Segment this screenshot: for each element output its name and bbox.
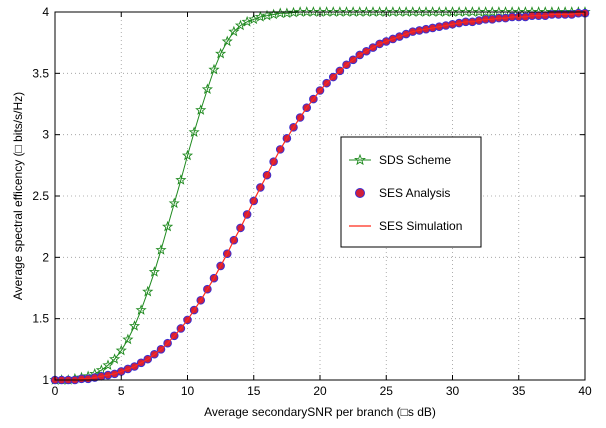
axis-ticks: 0 5 10 15 20 25 30 35 40 1 1.5 2 2.5 3 3.5 4 (32, 5, 592, 398)
data-point-star (175, 174, 187, 185)
data-point-star (155, 244, 167, 255)
legend: SDS Scheme SES Analysis SES Simulation (340, 136, 482, 248)
x-tick-label: 35 (512, 384, 526, 398)
x-tick-label: 25 (380, 384, 394, 398)
data-point-star (195, 104, 207, 115)
legend-swatch-star (354, 153, 366, 166)
grid-lines (55, 12, 585, 380)
series-line (55, 12, 585, 381)
data-point-star (109, 353, 121, 364)
data-point-star (208, 63, 220, 75)
legend-label: SES Simulation (379, 219, 462, 233)
y-axis-label: Average spectral efficency (□ bits/s/Hz) (11, 92, 25, 300)
y-tick-label: 2 (42, 250, 49, 264)
x-tick-label: 40 (578, 384, 592, 398)
series-ses-simulation (55, 12, 585, 381)
y-tick-label: 1 (42, 373, 49, 387)
series-layer (49, 6, 591, 385)
x-tick-label: 0 (52, 384, 59, 398)
data-point-star (215, 47, 227, 59)
data-point-star (188, 126, 200, 137)
data-point-star (142, 285, 154, 297)
data-point-star (248, 13, 260, 25)
x-tick-label: 20 (313, 384, 327, 398)
data-point-star (128, 320, 141, 331)
y-tick-label: 3 (42, 128, 49, 142)
data-point-star (122, 333, 134, 345)
data-point-star (201, 83, 213, 95)
data-point-star (135, 304, 147, 315)
legend-swatch-circle (355, 188, 365, 198)
x-tick-label: 10 (181, 384, 195, 398)
data-point-star (181, 149, 194, 161)
x-axis-label: Average secondarySNR per branch (□s dB) (204, 405, 436, 419)
data-point-star (162, 220, 174, 232)
data-point-star (148, 266, 160, 277)
legend-label: SDS Scheme (379, 153, 451, 167)
legend-label: SES Analysis (379, 186, 450, 200)
x-tick-label: 5 (118, 384, 125, 398)
y-tick-label: 3.5 (32, 66, 49, 80)
y-tick-label: 1.5 (32, 312, 49, 326)
x-tick-label: 15 (247, 384, 261, 398)
data-point-star (168, 197, 180, 209)
data-point-star (115, 344, 127, 356)
y-tick-label: 4 (42, 5, 49, 19)
y-tick-label: 2.5 (32, 189, 49, 203)
data-point-star (221, 35, 233, 47)
data-point-star (241, 15, 253, 27)
data-point-star (234, 19, 247, 31)
x-tick-label: 30 (446, 384, 460, 398)
